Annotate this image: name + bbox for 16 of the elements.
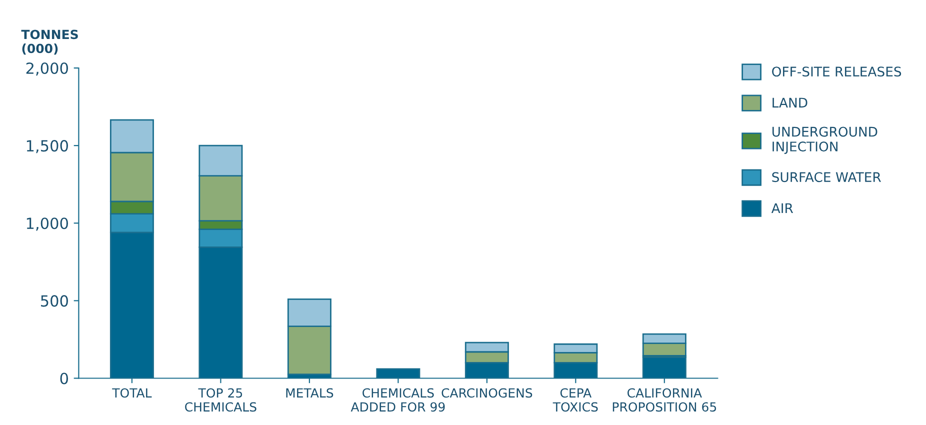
- y-axis-title: TONNES (000): [21, 30, 78, 55]
- x-tick-label: CALIFORNIA PROPOSITION 65: [612, 388, 716, 412]
- x-tick-label: METALS: [286, 388, 334, 398]
- legend-label: AIR: [771, 203, 794, 213]
- y-tick-label: 2,000: [26, 62, 68, 76]
- y-tick-label: 500: [41, 295, 68, 307]
- x-tick-label: TOP 25 CHEMICALS: [185, 388, 256, 412]
- y-tick-label: 1,500: [26, 140, 68, 154]
- legend-label: SURFACE WATER: [772, 172, 881, 182]
- x-tick-label: CEPA TOXICS: [552, 388, 598, 412]
- x-tick-label: TOTAL: [112, 388, 152, 398]
- legend-label: UNDERGROUND INJECTION: [772, 126, 878, 154]
- y-tick-label: 1,000: [26, 218, 68, 231]
- y-tick-label: 0: [60, 372, 68, 384]
- legend-label: OFF-SITE RELEASES: [772, 66, 902, 77]
- legend-label: LAND: [772, 98, 808, 108]
